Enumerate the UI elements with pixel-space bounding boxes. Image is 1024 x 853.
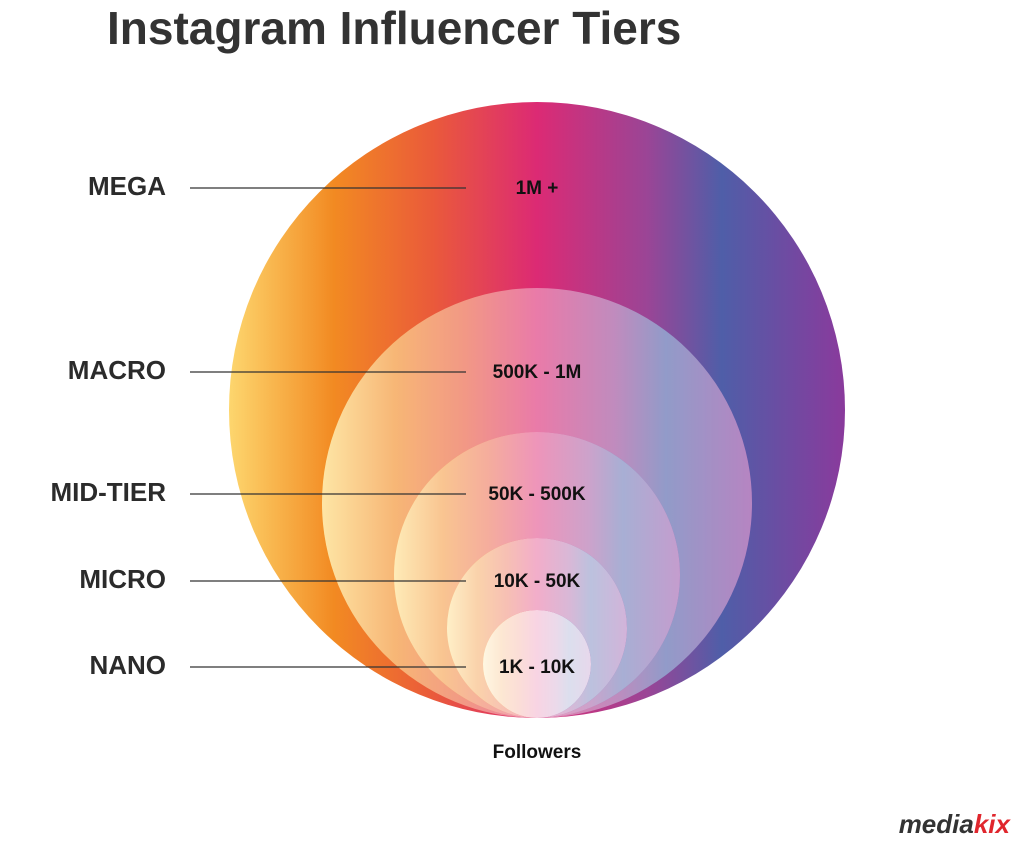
tier-labels: MEGA 1M + MACRO 500K - 1M MID-TIER 50K - 500K… bbox=[50, 171, 585, 680]
axis-caption: Followers bbox=[493, 742, 582, 763]
tier-circles bbox=[229, 102, 845, 718]
logo-part: media bbox=[899, 809, 974, 839]
title: Instagram Influencer Tiers bbox=[107, 2, 681, 54]
tier-range: 500K - 1M bbox=[493, 362, 582, 383]
tier-range: 10K - 50K bbox=[494, 571, 581, 592]
tier-label: MEGA bbox=[88, 171, 166, 201]
tier-circle-tint bbox=[483, 610, 591, 718]
tier-range: 1M + bbox=[516, 178, 559, 199]
logo-part: kix bbox=[974, 809, 1012, 839]
tier-range: 50K - 500K bbox=[488, 484, 585, 505]
tier-label: MID-TIER bbox=[50, 477, 166, 507]
tier-range: 1K - 10K bbox=[499, 657, 575, 678]
tier-label: NANO bbox=[89, 650, 166, 680]
tier-label: MICRO bbox=[79, 564, 166, 594]
logo: mediakix bbox=[899, 809, 1012, 839]
tier-label: MACRO bbox=[68, 355, 166, 385]
